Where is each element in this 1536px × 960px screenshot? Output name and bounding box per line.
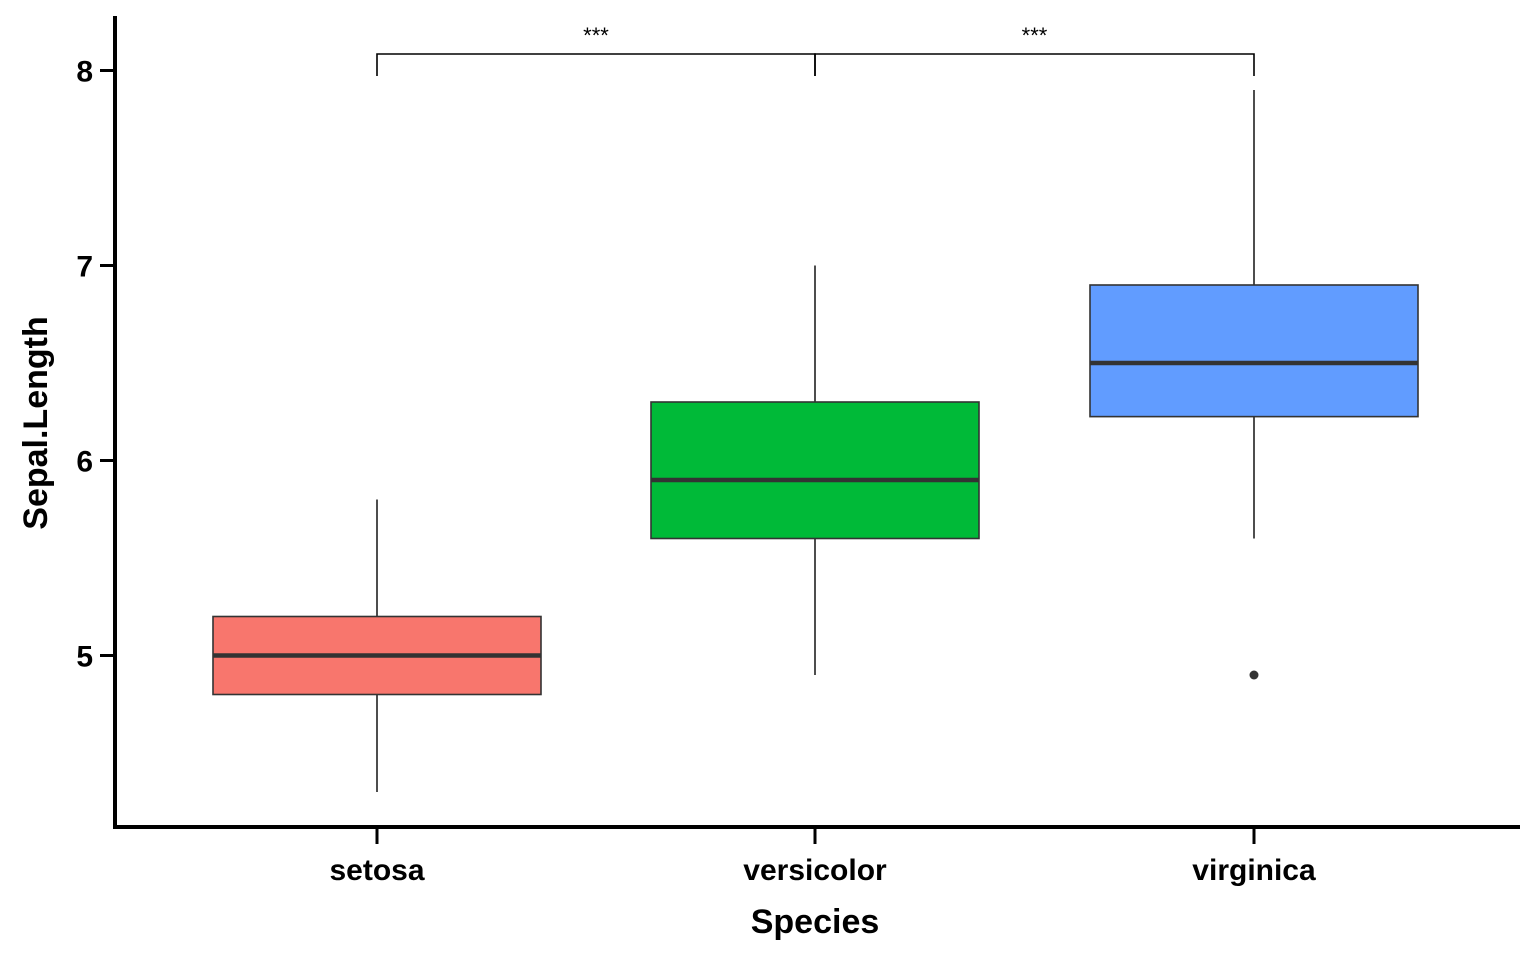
y-tick-label: 5 <box>76 641 93 674</box>
y-tick-label: 7 <box>76 251 93 284</box>
outlier-point <box>1249 670 1259 680</box>
y-axis-title: Sepal.Length <box>17 316 55 529</box>
y-tick-label: 8 <box>76 56 93 89</box>
box-versicolor <box>650 265 980 675</box>
box-setosa <box>212 499 542 792</box>
box-iqr <box>1089 284 1419 418</box>
bracket-line <box>376 53 816 76</box>
x-tick-label: setosa <box>329 854 424 887</box>
significance-bracket: *** <box>814 23 1255 76</box>
x-tick-label: virginica <box>1192 854 1316 887</box>
box-iqr <box>650 401 980 540</box>
plot-area: *** *** <box>212 23 1419 792</box>
x-axis-title: Species <box>751 903 880 941</box>
significance-label: *** <box>583 23 609 48</box>
bracket-line <box>814 53 1255 76</box>
significance-label: *** <box>1022 23 1048 48</box>
y-tick-label: 6 <box>76 446 93 479</box>
x-tick-label: versicolor <box>743 854 887 887</box>
box-virginica <box>1089 90 1419 680</box>
axes: 5 6 7 8 setosa versicolor virginica <box>76 56 1316 888</box>
significance-bracket: *** <box>376 23 816 76</box>
